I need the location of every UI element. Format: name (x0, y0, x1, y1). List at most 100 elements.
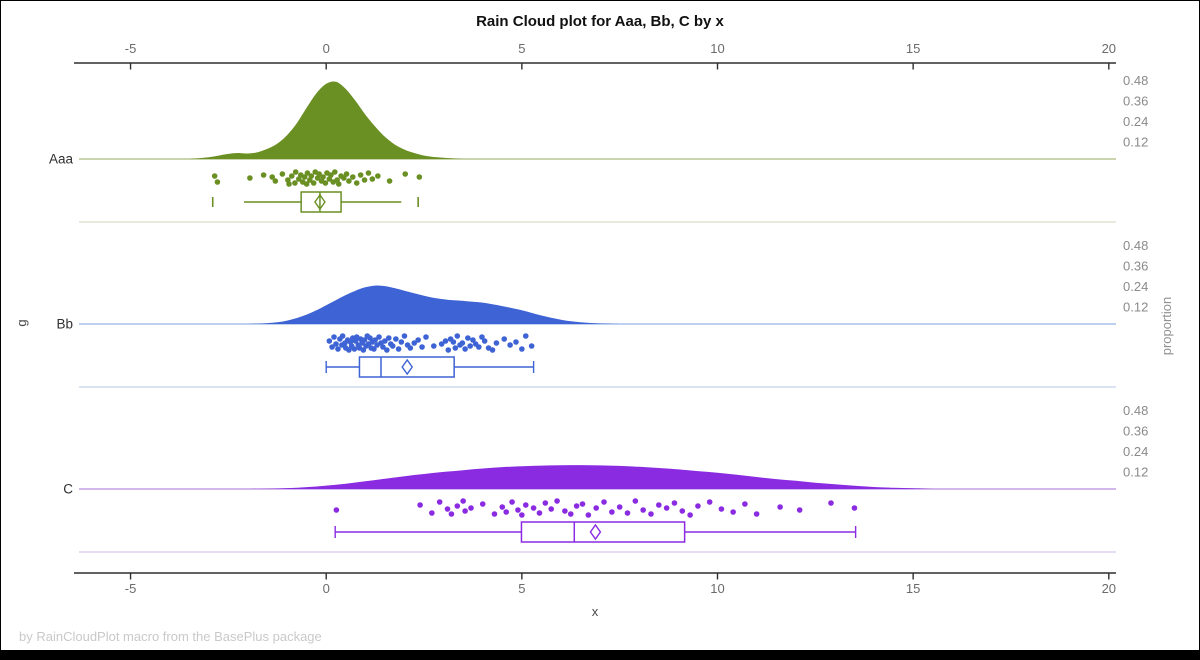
scatter-point (431, 343, 437, 349)
scatter-point (632, 498, 639, 504)
scatter-point (753, 511, 760, 517)
scatter-point (499, 504, 506, 510)
scatter-point (609, 509, 615, 515)
scatter-point (468, 505, 474, 511)
scatter-point (384, 347, 390, 353)
scatter-point (214, 179, 221, 185)
scatter-point (333, 507, 340, 513)
scatter-point (579, 501, 586, 507)
scatter-point (470, 337, 476, 343)
scatter-point (742, 501, 748, 507)
scatter-point (777, 504, 783, 510)
scatter-point (339, 333, 346, 339)
scatter-point (462, 508, 468, 514)
proportion-tick-label: 0.24 (1123, 279, 1148, 294)
scatter-point (450, 339, 457, 345)
scatter-point (479, 334, 485, 340)
scatter-point (386, 178, 393, 184)
scatter-point (279, 171, 286, 177)
scatter-point (687, 512, 693, 518)
scatter-point (679, 508, 686, 514)
box (358, 356, 455, 378)
scatter-point (436, 499, 443, 505)
scatter-point (360, 347, 367, 353)
bottom-axis-tick-label: -5 (125, 581, 137, 596)
scatter-point (573, 503, 580, 509)
scatter-point (365, 170, 372, 176)
x-axis-label: x (592, 604, 599, 619)
scatter-point (513, 339, 519, 345)
category-label-C: C (63, 482, 73, 497)
scatter-point (663, 505, 670, 511)
scatter-point (444, 506, 451, 512)
scatter-point (386, 335, 392, 341)
scatter-point (562, 508, 568, 514)
scatter-point (272, 178, 279, 184)
bottom-axis-tick-label: 0 (323, 581, 330, 596)
scatter-point (796, 507, 803, 513)
scatter-point (301, 174, 308, 180)
scatter-point (459, 340, 466, 346)
scatter-point (331, 334, 337, 340)
scatter-point (369, 176, 376, 182)
scatter-point (372, 337, 378, 343)
proportion-tick-label: 0.36 (1123, 94, 1148, 109)
scatter-point (501, 336, 508, 342)
scatter-point (509, 499, 515, 505)
scatter-point (361, 177, 368, 183)
scatter-point (419, 344, 425, 350)
proportion-tick-label: 0.48 (1123, 73, 1148, 88)
scatter-point (361, 337, 368, 343)
mean-diamond (401, 358, 414, 376)
scatter-point (730, 509, 736, 515)
scatter-point (519, 346, 525, 352)
scatter-point (247, 175, 253, 181)
scatter-point (460, 498, 466, 504)
category-label-Aaa: Aaa (49, 152, 74, 167)
scatter-point (476, 344, 482, 350)
scatter-point (465, 335, 471, 341)
scatter-point (706, 499, 713, 505)
scatter-point (328, 172, 334, 178)
box (520, 521, 686, 543)
scatter-point (851, 505, 858, 511)
category-label-Bb: Bb (56, 317, 73, 332)
scatter-point (350, 174, 356, 180)
scatter-point (454, 333, 461, 339)
proportion-tick-label: 0.36 (1123, 424, 1148, 439)
scatter-point (303, 181, 310, 187)
density-area-Bb (247, 285, 620, 324)
scatter-point (507, 342, 513, 348)
scatter-point (398, 339, 405, 345)
scatter-point (462, 346, 468, 352)
scatter-point (401, 333, 408, 339)
bottom-axis-tick-label: 20 (1102, 581, 1116, 596)
scatter-point (454, 503, 461, 509)
scatter-point (333, 341, 339, 347)
scatter-point (445, 347, 452, 353)
scatter-point (346, 347, 352, 353)
scatter-point (292, 180, 298, 186)
scatter-point (452, 345, 459, 351)
scatter-point (371, 346, 377, 352)
scatter-point (304, 170, 311, 176)
top-axis-tick-label: 20 (1102, 41, 1116, 56)
bottom-axis-tick-label: 5 (518, 581, 525, 596)
scatter-point (648, 511, 654, 517)
scatter-point (493, 340, 500, 346)
scatter-point (402, 171, 409, 177)
scatter-point (695, 503, 701, 509)
scatter-point (332, 169, 338, 175)
scatter-point (260, 172, 267, 178)
scatter-point (341, 175, 347, 181)
scatter-point (393, 336, 399, 342)
bottom-black-bar (1, 650, 1199, 659)
scatter-point (316, 171, 322, 177)
bottom-axis-tick-label: 10 (710, 581, 724, 596)
scatter-point (481, 338, 488, 344)
density-area-C (247, 465, 933, 489)
scatter-point (442, 338, 449, 344)
right-axis-label: proportion (1159, 297, 1174, 356)
proportion-tick-label: 0.12 (1123, 300, 1148, 315)
